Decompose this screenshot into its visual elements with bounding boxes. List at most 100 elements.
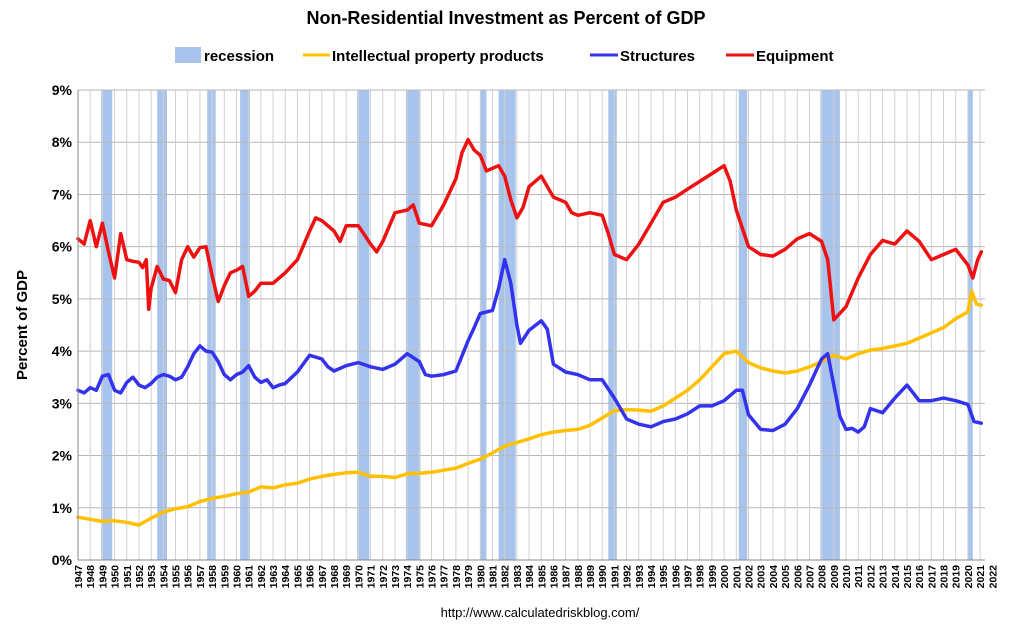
x-tick-label: 1976 <box>427 565 439 589</box>
x-tick-label: 1949 <box>97 565 109 589</box>
x-tick-label: 1997 <box>683 565 695 589</box>
recession-band <box>498 90 516 560</box>
recession-band <box>405 90 421 560</box>
x-tick-label: 1948 <box>85 565 97 589</box>
legend-label-intellectual-property: Intellectual property products <box>332 48 544 65</box>
y-tick-label: 8% <box>52 134 73 150</box>
chart-title: Non-Residential Investment as Percent of… <box>306 8 705 28</box>
x-tick-label: 1971 <box>366 565 378 589</box>
x-tick-label: 1995 <box>658 565 670 589</box>
recession-band <box>967 90 973 560</box>
x-tick-label: 1991 <box>609 565 621 589</box>
x-tick-label: 1999 <box>707 565 719 589</box>
x-tick-label: 1988 <box>573 565 585 589</box>
axes <box>77 90 985 561</box>
x-tick-label: 1989 <box>585 565 597 589</box>
x-tick-label: 1960 <box>232 565 244 589</box>
x-tick-label: 1996 <box>670 565 682 589</box>
x-tick-label: 1972 <box>378 565 390 589</box>
x-tick-label: 1974 <box>402 565 414 589</box>
x-tick-label: 2004 <box>768 565 780 589</box>
series-line-intellectual-property-products <box>76 289 984 527</box>
series-line-structures <box>76 257 984 434</box>
y-tick-label: 3% <box>52 395 73 411</box>
recession-band <box>157 90 167 560</box>
y-tick-label: 5% <box>52 291 73 307</box>
y-tick-label: 4% <box>52 343 73 359</box>
y-tick-label: 7% <box>52 186 73 202</box>
legend: recession Intellectual property products… <box>175 47 834 65</box>
x-tick-label: 2012 <box>865 565 877 589</box>
x-tick-label: 1992 <box>622 565 634 589</box>
x-tick-label: 2007 <box>805 565 817 589</box>
x-tick-label: 2003 <box>756 565 768 589</box>
source-url: http://www.calculatedriskblog.com/ <box>441 605 640 620</box>
x-tick-label: 1981 <box>488 565 500 589</box>
x-tick-label: 2011 <box>853 565 865 588</box>
x-tick-label: 1952 <box>134 565 146 589</box>
legend-label-equipment: Equipment <box>756 48 834 65</box>
x-tick-label: 2001 <box>731 565 743 589</box>
x-tick-label: 1984 <box>524 565 536 589</box>
series-lines <box>76 137 984 527</box>
legend-swatch-recession <box>175 47 201 63</box>
x-tick-label: 2009 <box>829 565 841 589</box>
x-tick-label: 1986 <box>548 565 560 589</box>
x-tick-label: 1973 <box>390 565 402 589</box>
recession-band <box>357 90 370 560</box>
x-tick-label: 1982 <box>500 565 512 589</box>
x-tick-label: 1955 <box>171 565 183 589</box>
recession-band <box>738 90 748 560</box>
x-tick-label: 1987 <box>561 565 573 589</box>
x-tick-label: 1959 <box>219 565 231 589</box>
x-tick-label: 1970 <box>353 565 365 589</box>
x-tick-label: 2002 <box>744 565 756 589</box>
x-tick-label: 1957 <box>195 565 207 589</box>
x-tick-label: 2020 <box>963 565 975 589</box>
x-tick-label: 2013 <box>878 565 890 589</box>
x-tick-label: 1951 <box>122 565 134 589</box>
recession-band <box>240 90 250 560</box>
x-tick-label: 1956 <box>183 565 195 589</box>
x-tick-label: 2015 <box>902 565 914 589</box>
x-tick-label: 2016 <box>914 565 926 589</box>
x-tick-label: 1969 <box>341 565 353 589</box>
x-tick-label: 1967 <box>317 565 329 589</box>
x-tick-label: 1963 <box>268 565 280 589</box>
recession-band <box>820 90 840 560</box>
x-tick-label: 1980 <box>475 565 487 589</box>
x-tick-label: 1985 <box>536 565 548 589</box>
x-tick-label: 1953 <box>146 565 158 589</box>
x-tick-label: 1979 <box>463 565 475 589</box>
x-tick-label: 2006 <box>792 565 804 589</box>
y-tick-label: 6% <box>52 239 73 255</box>
x-tick-label: 1966 <box>305 565 317 589</box>
x-tick-labels: 1947 1948 1949 1950 1951 1952 1953 1954 1955 1956… <box>73 565 999 589</box>
series-line-equipment <box>76 137 984 322</box>
x-tick-label: 1962 <box>256 565 268 589</box>
x-tick-label: 2022 <box>987 565 999 589</box>
x-tick-label: 2000 <box>719 565 731 589</box>
x-tick-label: 2019 <box>951 565 963 589</box>
recession-band <box>480 90 487 560</box>
legend-label-recession: recession <box>204 48 274 65</box>
x-tick-label: 1968 <box>329 565 341 589</box>
x-tick-label: 2018 <box>939 565 951 589</box>
x-tick-label: 1965 <box>292 565 304 589</box>
recession-bands <box>101 90 973 560</box>
legend-label-structures: Structures <box>620 48 695 65</box>
x-tick-label: 2021 <box>975 565 987 589</box>
x-tick-label: 2017 <box>926 565 938 589</box>
y-tick-labels: 0% 1% 2% 3% 4% 5% 6% 7% 8% 9% <box>52 82 73 568</box>
x-tick-label: 1993 <box>634 565 646 589</box>
x-tick-label: 1947 <box>73 565 85 589</box>
x-tick-label: 2010 <box>841 565 853 589</box>
x-tick-label: 1975 <box>414 565 426 589</box>
x-tick-label: 2005 <box>780 565 792 589</box>
x-tick-label: 1961 <box>244 565 256 589</box>
x-tick-label: 1994 <box>646 565 658 589</box>
y-tick-label: 0% <box>52 552 73 568</box>
x-tick-label: 1998 <box>695 565 707 589</box>
y-tick-label: 9% <box>52 82 73 98</box>
